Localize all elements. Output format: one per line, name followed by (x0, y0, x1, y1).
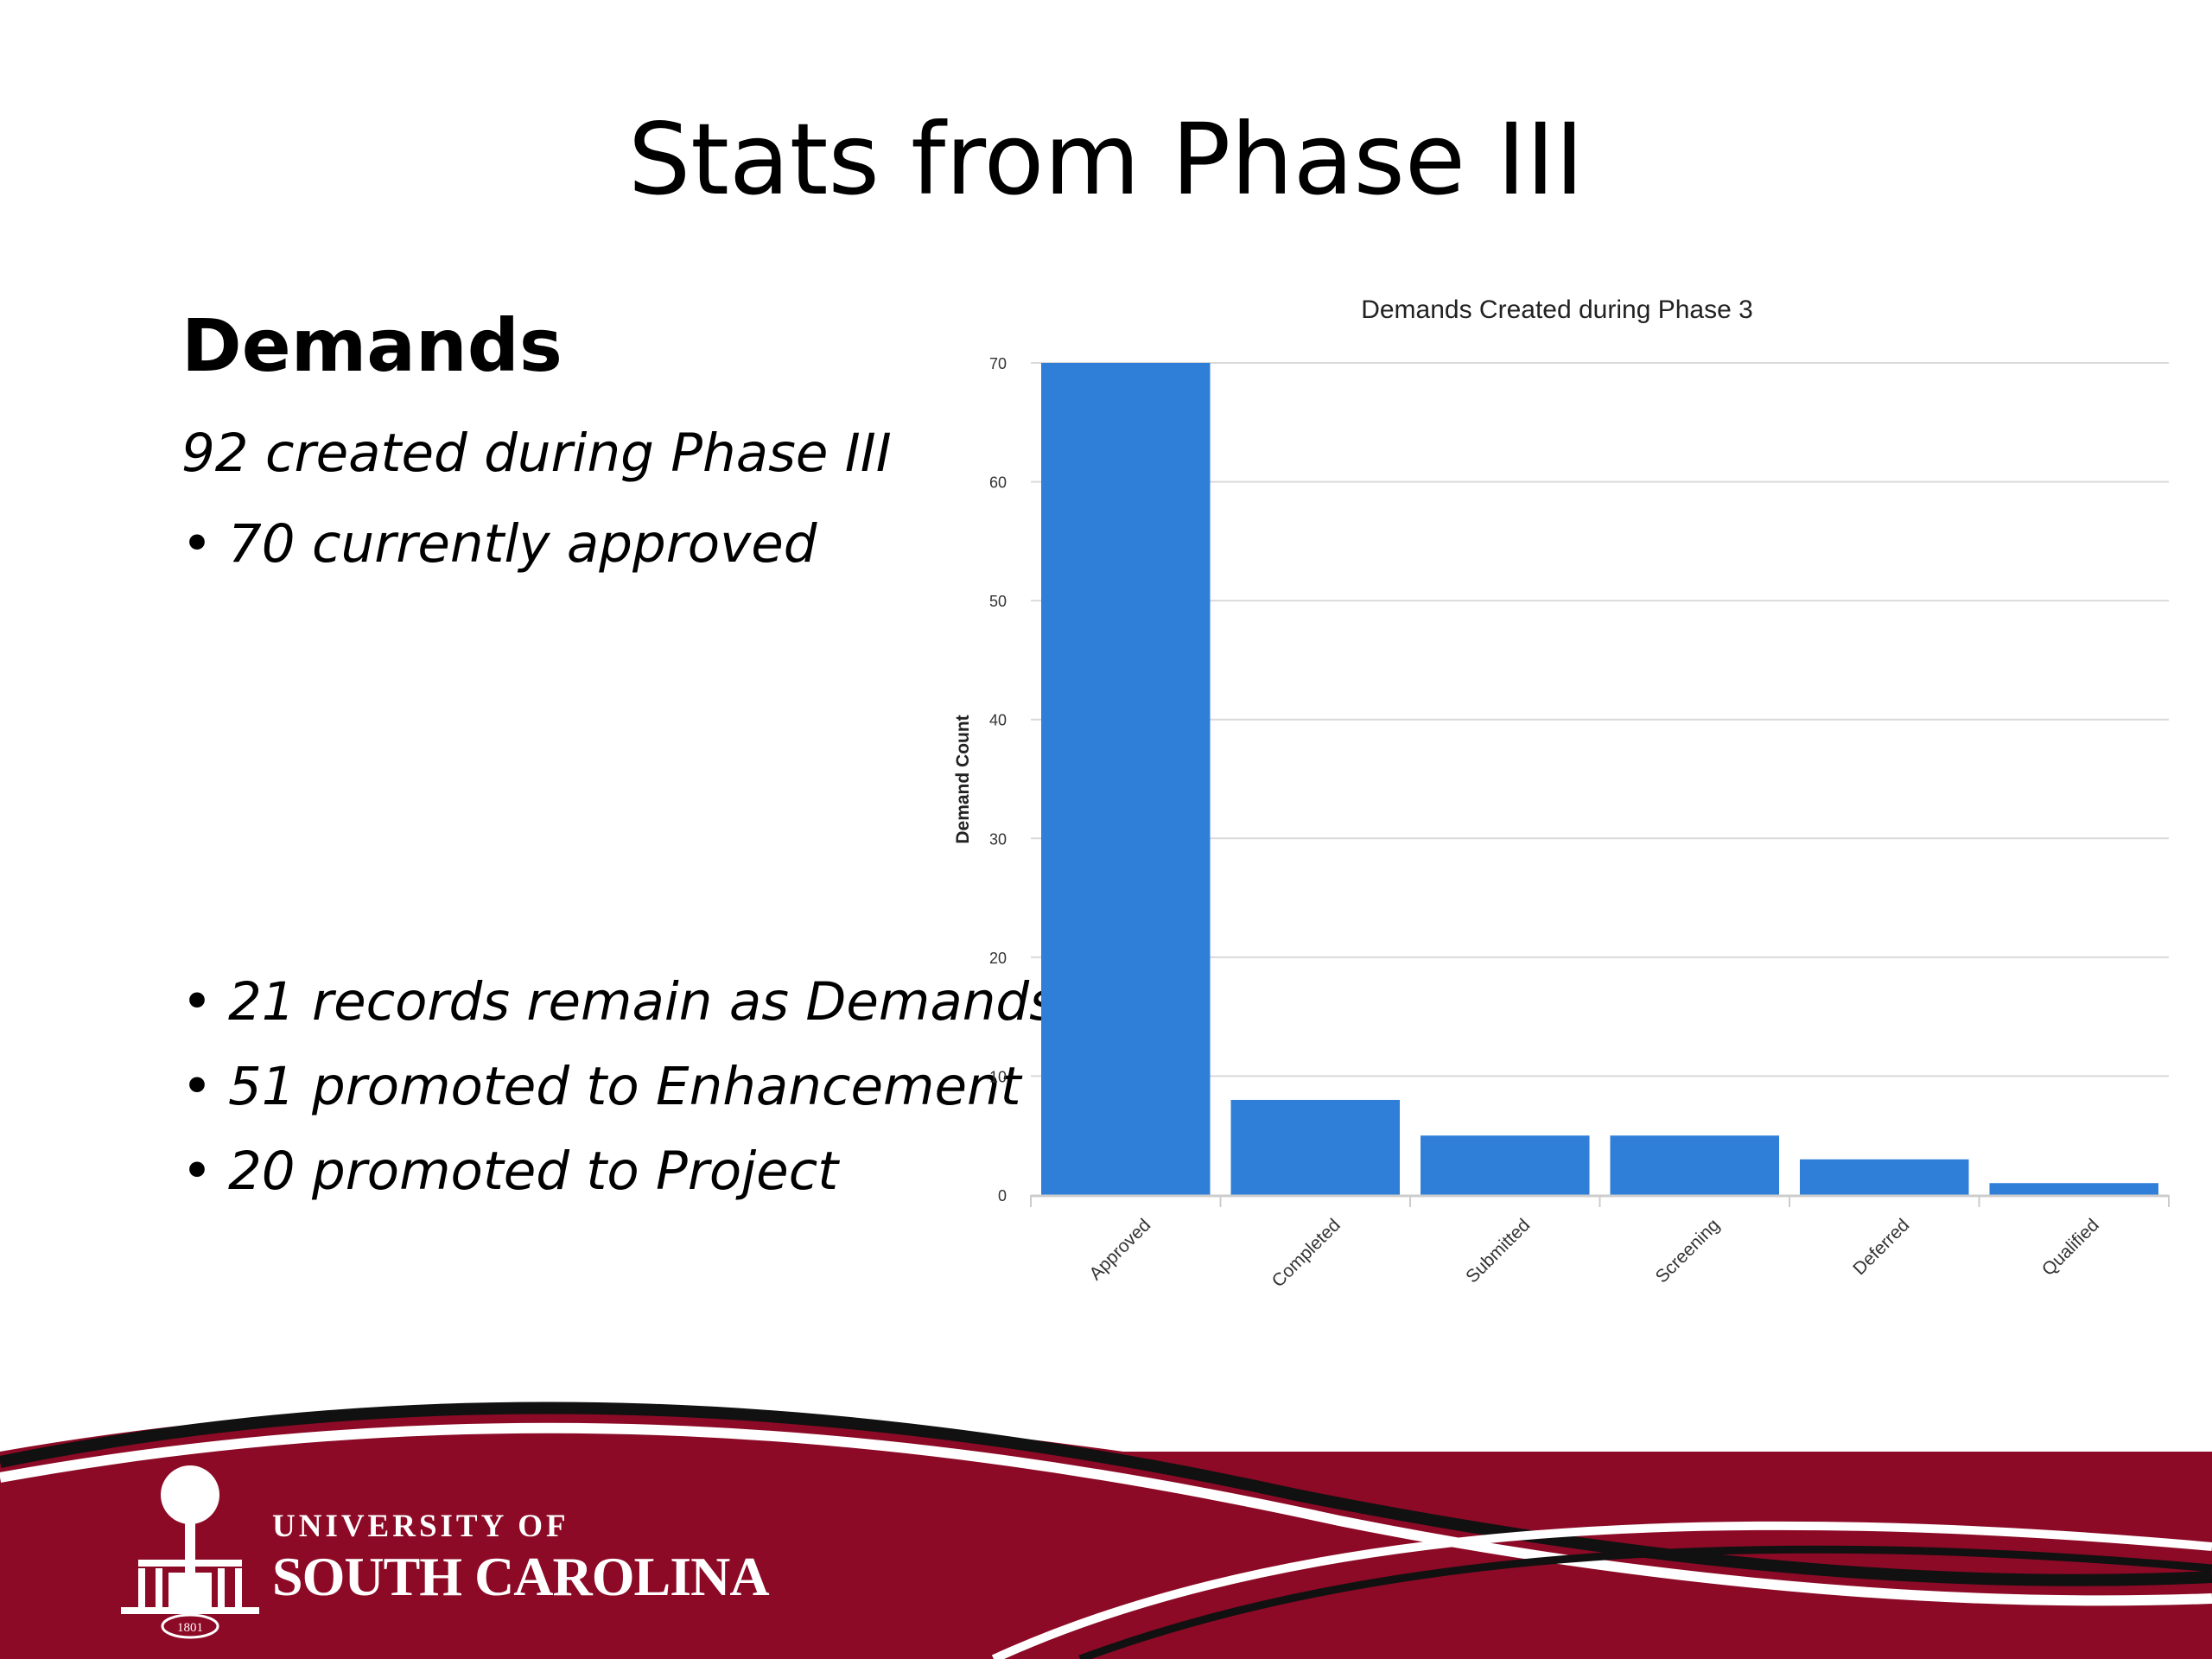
x-tick-label: Deferred (1849, 1215, 1913, 1279)
bar-submitted (1421, 1135, 1590, 1195)
footer-swoosh-dark-lower (1078, 1545, 2212, 1659)
logo-line-2: SOUTH CAROLINA (272, 1546, 770, 1607)
bullet-enhancement: • 51 promoted to Enhancement (181, 1056, 1021, 1117)
x-tick-label: Qualified (2038, 1215, 2103, 1280)
chart-title: Demands Created during Phase 3 (1361, 296, 1753, 324)
y-tick-label: 0 (998, 1187, 1007, 1205)
bullet-project: • 20 promoted to Project (181, 1141, 839, 1202)
bar-chart: 0 10 20 30 40 50 60 70 Approved Completed Submitte… (953, 296, 2170, 1291)
bars (1041, 363, 2158, 1195)
y-tick-label: 10 (989, 1068, 1007, 1085)
y-tick-label: 70 (989, 355, 1007, 372)
bar-qualified (1989, 1183, 2158, 1195)
bullet-approved: • 70 currently approved (181, 513, 817, 575)
bar-screening (1610, 1135, 1779, 1195)
bar-approved (1041, 363, 1211, 1195)
y-axis-label: Demand Count (953, 715, 973, 843)
bullet-text: 20 promoted to Project (227, 1141, 839, 1202)
seal-year: 1801 (177, 1621, 203, 1635)
footer-swoosh-dark (0, 1402, 2212, 1586)
x-tick-label: Submitted (1462, 1215, 1534, 1287)
x-tick-label: Completed (1268, 1215, 1344, 1291)
y-tick-label: 20 (989, 950, 1007, 967)
footer-red-band (0, 1406, 2212, 1659)
logo-line-1: UNIVERSITY OF (272, 1509, 569, 1544)
logo-wordmark: UNIVERSITY OF SOUTH CAROLINA (272, 1508, 770, 1608)
gridlines (1031, 362, 2169, 1077)
bar-deferred (1800, 1159, 1969, 1195)
footer-swoosh-white (0, 1422, 2212, 1606)
section-heading: Demands (181, 303, 563, 388)
summary-line: 92 created during Phase III (181, 423, 892, 484)
y-tick-label: 30 (989, 830, 1007, 848)
y-tick-label: 50 (989, 593, 1007, 610)
y-tick-label: 40 (989, 712, 1007, 729)
y-tick-label: 60 (989, 474, 1007, 492)
x-tick-label: Screening (1652, 1215, 1724, 1287)
footer-banner (0, 1402, 2212, 1659)
bullet-text: 51 promoted to Enhancement (227, 1056, 1021, 1117)
x-tick-label: Approved (1085, 1215, 1154, 1284)
university-logo: 1801 UNIVERSITY OF SOUTH CAROLINA (121, 1460, 770, 1642)
bar-completed (1230, 1099, 1400, 1195)
palmetto-seal-icon: 1801 (121, 1465, 259, 1639)
slide-title: Stats from Phase III (627, 102, 1585, 217)
bullet-remaining: • 21 records remain as Demands (181, 971, 1057, 1033)
bullet-text: 70 currently approved (227, 513, 817, 575)
footer-swoosh-white-lower (991, 1521, 2212, 1659)
bullet-text: 21 records remain as Demands (227, 971, 1057, 1033)
